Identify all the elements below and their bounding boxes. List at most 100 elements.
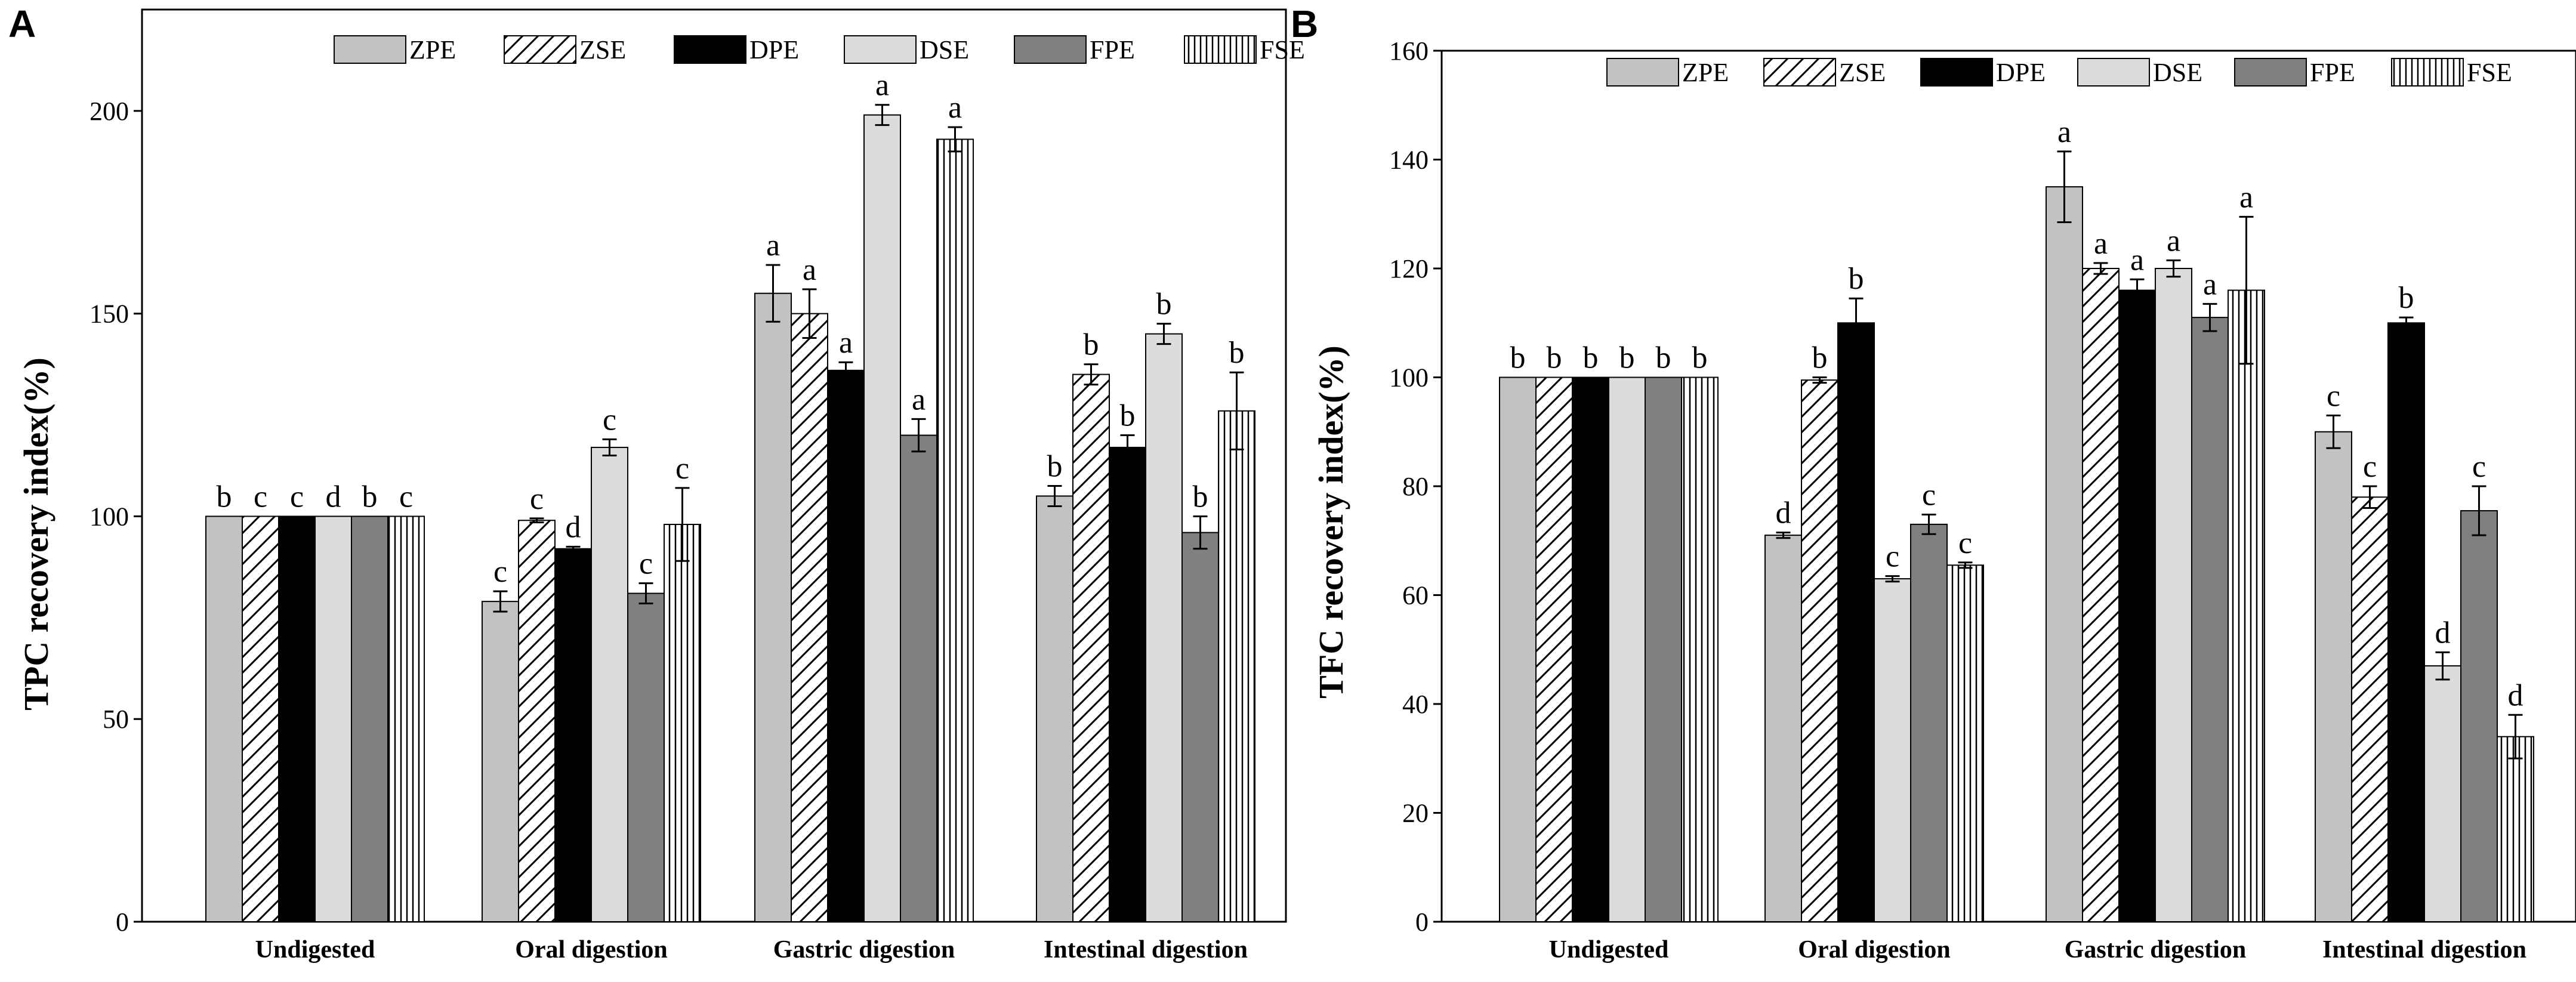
panel-b-significance-letter: a	[2239, 180, 2253, 214]
panel-a-bar-dpe-0	[278, 515, 316, 922]
panel-a-bar-zse-0	[242, 515, 279, 922]
panel-b-significance-letter: c	[1958, 526, 1972, 560]
panel-a-error-bar-zse-2	[802, 288, 817, 339]
panel-b-error-bar-dpe-2	[2130, 278, 2145, 302]
panel-a-error-bar-zse-3	[1084, 363, 1099, 386]
panel-a-significance-letter: a	[766, 228, 780, 263]
panel-b: B TFC recovery index(%) 0 20 40 60 80 100 120 1…	[1291, 2, 2576, 964]
panel-b-bar-fpe-1	[1910, 523, 1948, 922]
panel-b-category-label: Undigested	[1549, 936, 1669, 964]
panel-a-bar-zpe-1	[482, 601, 519, 922]
panel-a-bar-fse-0	[387, 515, 425, 922]
panel-a-error-bar-fse-1	[675, 487, 690, 562]
panel-a-significance-letter: c	[399, 480, 413, 514]
panel-b-bar-zpe-0	[1499, 376, 1537, 922]
panel-a-significance-letter: c	[603, 403, 616, 437]
panel-a-significance-letter: b	[1156, 288, 1172, 322]
panel-a: A TPC recovery index(%) 050100150200bcab…	[8, 2, 1305, 964]
panel-b-category-label: Oral digestion	[1798, 936, 1951, 964]
panel-a-category-label: Undigested	[255, 936, 375, 964]
panel-b-error-bar-fse-1	[1958, 561, 1973, 569]
panel-b-significance-letter: a	[2094, 227, 2108, 261]
panel-a-y-axis-title: TPC recovery index(%)	[17, 357, 55, 711]
legend-label-zse: ZSE	[1839, 58, 1886, 87]
panel-a-bar-fpe-0	[351, 515, 388, 922]
panel-a-significance-letter: b	[362, 480, 378, 514]
panel-b-bar-zse-0	[1535, 376, 1573, 922]
panel-a-significance-letter: a	[803, 253, 816, 287]
panel-a-bar-dse-2	[863, 114, 901, 922]
legend-swatch-zpe	[1606, 58, 1679, 87]
panel-a-bar-dpe-1	[554, 548, 592, 922]
legend-swatch-dse	[2077, 58, 2150, 87]
panel-b-bar-fpe-0	[1645, 376, 1682, 922]
panel-b-bar-dse-2	[2155, 268, 2192, 922]
panel-b-y-tick-label: 0	[1415, 907, 1429, 937]
panel-b-category-label: Gastric digestion	[2065, 936, 2246, 964]
panel-b-significance-letter: d	[1776, 496, 1791, 530]
panel-b-y-tick-label: 100	[1389, 363, 1429, 393]
panel-a-significance-letter: b	[1120, 399, 1136, 433]
panel-a-significance-letter: b	[1229, 336, 1245, 370]
panel-a-error-bar-dpe-2	[838, 361, 853, 379]
panel-b-y-tick-label: 40	[1402, 690, 1429, 719]
panel-a-significance-letter: c	[530, 482, 544, 516]
panel-a-bar-fpe-1	[627, 592, 665, 922]
panel-a-significance-letter: b	[1084, 328, 1099, 362]
legend-swatch-dpe	[674, 35, 746, 64]
panel-b-bar-dpe-1	[1837, 322, 1875, 922]
panel-a-y-tick-label: 150	[90, 299, 129, 329]
panel-b-bar-fse-2	[2228, 289, 2265, 922]
panel-a-error-bar-zse-1	[529, 517, 544, 524]
panel-b-error-bar-dpe-3	[2399, 316, 2414, 329]
legend-label-dse: DSE	[2153, 58, 2202, 87]
legend-swatch-fpe	[1014, 35, 1087, 64]
panel-a-error-bar-zpe-2	[766, 264, 780, 323]
panel-a-error-bar-dpe-3	[1120, 434, 1135, 461]
panel-b-bar-zse-1	[1801, 379, 1838, 922]
panel-b-significance-letter: b	[1510, 341, 1526, 375]
panel-b-error-bar-fse-3	[2508, 714, 2523, 759]
panel-a-error-bar-dpe-1	[566, 545, 581, 552]
panel-a-error-bar-zpe-3	[1047, 484, 1062, 507]
legend-label-dpe: DPE	[749, 35, 799, 64]
panel-b-significance-letter: b	[1812, 341, 1828, 375]
panel-b-bar-dse-1	[1874, 578, 1911, 922]
panel-a-y-tick-label: 100	[90, 502, 129, 531]
panel-a-bar-zse-1	[518, 520, 556, 922]
panel-a-error-bar-dse-2	[875, 104, 890, 126]
panel-a-category-label: Oral digestion	[515, 936, 668, 964]
panel-b-error-bar-dse-2	[2166, 259, 2181, 278]
panel-b-bar-fse-3	[2497, 736, 2534, 922]
panel-b-bar-zpe-1	[1764, 535, 1802, 922]
panel-a-significance-letter: a	[875, 69, 889, 103]
panel-a-significance-letter: c	[639, 547, 653, 581]
panel-b-significance-letter: a	[2130, 243, 2144, 277]
panel-a-bar-fpe-2	[900, 434, 937, 922]
legend-label-fse: FSE	[1260, 35, 1305, 64]
panel-a-bar-dse-0	[314, 515, 352, 922]
legend-swatch-fse	[2391, 58, 2464, 87]
panel-a-plot-frame	[141, 8, 1287, 923]
panel-b-error-bar-fse-2	[2239, 215, 2254, 365]
panel-b-legend: ZPE ZSE DPE DSE FPE FSE	[1606, 58, 2512, 87]
panel-b-significance-letter: b	[1619, 341, 1635, 375]
panel-b-bar-dse-0	[1608, 376, 1646, 922]
panel-a-y-tick-label: 50	[103, 705, 129, 734]
panel-a-error-bar-zpe-1	[493, 590, 508, 613]
panel-a-letter: A	[8, 2, 36, 45]
legend-swatch-fse	[1184, 35, 1257, 64]
panel-a-significance-letter: c	[675, 452, 689, 486]
panel-a-significance-letter: a	[839, 326, 853, 360]
panel-b-significance-letter: b	[1656, 341, 1671, 375]
panel-b-significance-letter: c	[1886, 540, 1899, 574]
panel-b-error-bar-dse-1	[1885, 575, 1900, 583]
legend-label-zse: ZSE	[579, 35, 626, 64]
panel-a-bar-dpe-2	[827, 369, 865, 922]
panel-b-error-bar-dse-3	[2435, 651, 2450, 681]
panel-a-bar-fse-1	[664, 524, 701, 922]
panel-a-error-bar-dse-3	[1156, 323, 1171, 345]
legend-label-fpe: FPE	[1090, 35, 1135, 64]
